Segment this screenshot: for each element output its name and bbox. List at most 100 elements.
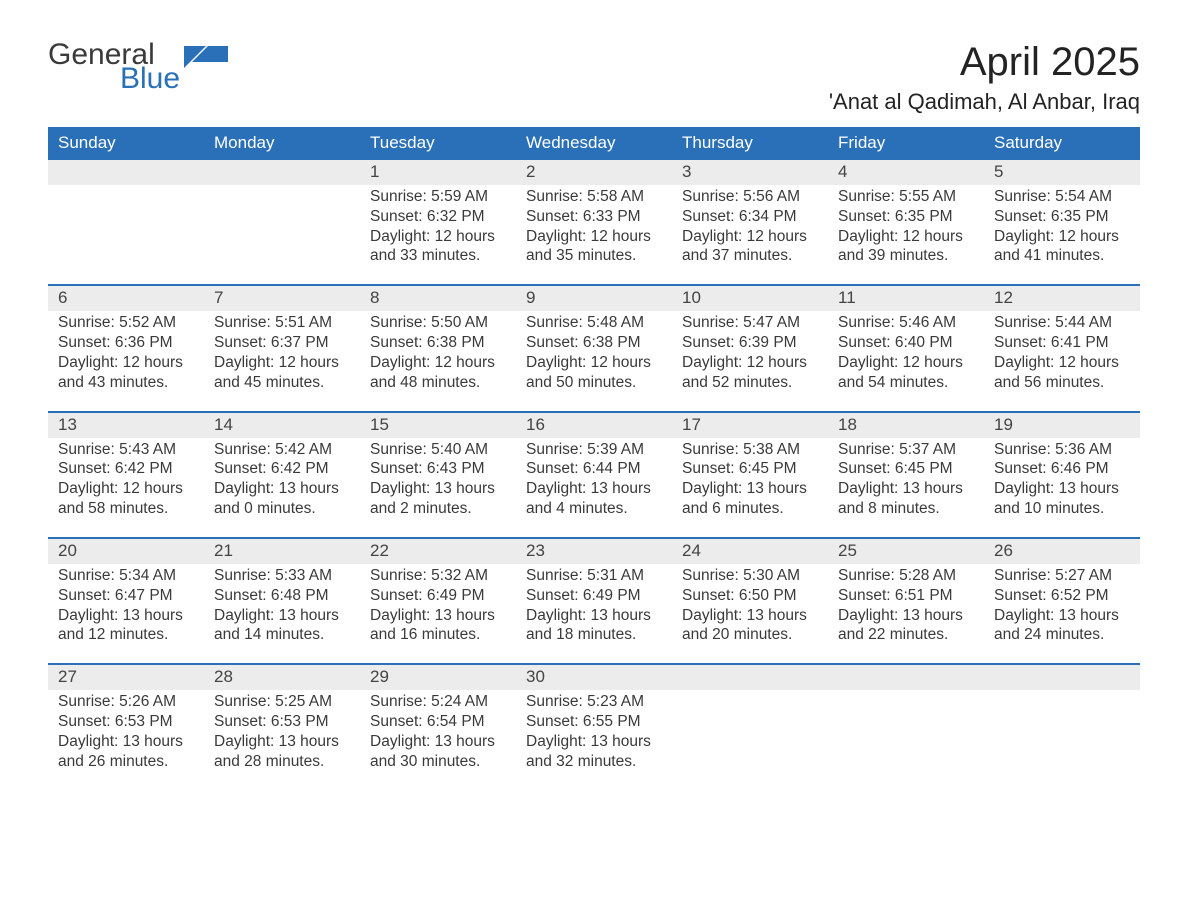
day-number: 7 [204, 286, 360, 311]
sunrise-text: Sunrise: 5:39 AM [526, 440, 662, 460]
day-number [204, 160, 360, 185]
daylight-line2: and 43 minutes. [58, 373, 194, 393]
day-details: Sunrise: 5:47 AMSunset: 6:39 PMDaylight:… [672, 311, 828, 392]
daylight-line2: and 50 minutes. [526, 373, 662, 393]
sunrise-text: Sunrise: 5:23 AM [526, 692, 662, 712]
sunset-text: Sunset: 6:38 PM [526, 333, 662, 353]
daylight-line1: Daylight: 13 hours [214, 606, 350, 626]
flag-icon [184, 46, 228, 78]
sunset-text: Sunset: 6:45 PM [838, 459, 974, 479]
sunset-text: Sunset: 6:49 PM [370, 586, 506, 606]
sunset-text: Sunset: 6:36 PM [58, 333, 194, 353]
day-number: 16 [516, 413, 672, 438]
daylight-line1: Daylight: 13 hours [370, 732, 506, 752]
sunset-text: Sunset: 6:34 PM [682, 207, 818, 227]
day-number: 17 [672, 413, 828, 438]
day-details: Sunrise: 5:38 AMSunset: 6:45 PMDaylight:… [672, 438, 828, 519]
daylight-line1: Daylight: 13 hours [994, 479, 1130, 499]
sunrise-text: Sunrise: 5:59 AM [370, 187, 506, 207]
calendar-day [672, 665, 828, 789]
day-number: 10 [672, 286, 828, 311]
title-block: April 2025 'Anat al Qadimah, Al Anbar, I… [829, 40, 1140, 115]
day-details: Sunrise: 5:40 AMSunset: 6:43 PMDaylight:… [360, 438, 516, 519]
day-number: 29 [360, 665, 516, 690]
day-number: 3 [672, 160, 828, 185]
day-number: 2 [516, 160, 672, 185]
day-number: 15 [360, 413, 516, 438]
daylight-line2: and 18 minutes. [526, 625, 662, 645]
daylight-line1: Daylight: 13 hours [994, 606, 1130, 626]
sunset-text: Sunset: 6:33 PM [526, 207, 662, 227]
weeks-container: 1Sunrise: 5:59 AMSunset: 6:32 PMDaylight… [48, 160, 1140, 790]
daylight-line1: Daylight: 12 hours [838, 227, 974, 247]
day-details: Sunrise: 5:51 AMSunset: 6:37 PMDaylight:… [204, 311, 360, 392]
week-row: 27Sunrise: 5:26 AMSunset: 6:53 PMDayligh… [48, 663, 1140, 789]
daylight-line2: and 33 minutes. [370, 246, 506, 266]
day-details: Sunrise: 5:34 AMSunset: 6:47 PMDaylight:… [48, 564, 204, 645]
sunrise-text: Sunrise: 5:36 AM [994, 440, 1130, 460]
day-number: 13 [48, 413, 204, 438]
calendar-day [48, 160, 204, 284]
weekday-header: Wednesday [516, 127, 672, 160]
day-details: Sunrise: 5:33 AMSunset: 6:48 PMDaylight:… [204, 564, 360, 645]
sunset-text: Sunset: 6:42 PM [58, 459, 194, 479]
day-details: Sunrise: 5:46 AMSunset: 6:40 PMDaylight:… [828, 311, 984, 392]
day-details: Sunrise: 5:24 AMSunset: 6:54 PMDaylight:… [360, 690, 516, 771]
calendar-grid: Sunday Monday Tuesday Wednesday Thursday… [48, 127, 1140, 790]
daylight-line1: Daylight: 12 hours [994, 353, 1130, 373]
day-details: Sunrise: 5:48 AMSunset: 6:38 PMDaylight:… [516, 311, 672, 392]
daylight-line1: Daylight: 13 hours [838, 479, 974, 499]
day-details: Sunrise: 5:52 AMSunset: 6:36 PMDaylight:… [48, 311, 204, 392]
calendar-page: General Blue April 2025 'Anat al Qadimah… [0, 0, 1188, 810]
sunrise-text: Sunrise: 5:44 AM [994, 313, 1130, 333]
daylight-line1: Daylight: 13 hours [526, 606, 662, 626]
daylight-line2: and 48 minutes. [370, 373, 506, 393]
sunset-text: Sunset: 6:41 PM [994, 333, 1130, 353]
weekday-header: Thursday [672, 127, 828, 160]
sunset-text: Sunset: 6:46 PM [994, 459, 1130, 479]
day-details: Sunrise: 5:25 AMSunset: 6:53 PMDaylight:… [204, 690, 360, 771]
day-details: Sunrise: 5:55 AMSunset: 6:35 PMDaylight:… [828, 185, 984, 266]
day-details: Sunrise: 5:50 AMSunset: 6:38 PMDaylight:… [360, 311, 516, 392]
week-row: 6Sunrise: 5:52 AMSunset: 6:36 PMDaylight… [48, 284, 1140, 410]
calendar-day: 21Sunrise: 5:33 AMSunset: 6:48 PMDayligh… [204, 539, 360, 663]
day-details: Sunrise: 5:32 AMSunset: 6:49 PMDaylight:… [360, 564, 516, 645]
daylight-line1: Daylight: 12 hours [370, 353, 506, 373]
calendar-day: 26Sunrise: 5:27 AMSunset: 6:52 PMDayligh… [984, 539, 1140, 663]
calendar-day: 6Sunrise: 5:52 AMSunset: 6:36 PMDaylight… [48, 286, 204, 410]
daylight-line2: and 4 minutes. [526, 499, 662, 519]
daylight-line1: Daylight: 13 hours [370, 606, 506, 626]
daylight-line1: Daylight: 12 hours [682, 227, 818, 247]
sunrise-text: Sunrise: 5:25 AM [214, 692, 350, 712]
day-details: Sunrise: 5:43 AMSunset: 6:42 PMDaylight:… [48, 438, 204, 519]
calendar-day: 27Sunrise: 5:26 AMSunset: 6:53 PMDayligh… [48, 665, 204, 789]
daylight-line2: and 20 minutes. [682, 625, 818, 645]
sunrise-text: Sunrise: 5:30 AM [682, 566, 818, 586]
sunrise-text: Sunrise: 5:56 AM [682, 187, 818, 207]
day-number: 25 [828, 539, 984, 564]
day-number: 22 [360, 539, 516, 564]
week-row: 1Sunrise: 5:59 AMSunset: 6:32 PMDaylight… [48, 160, 1140, 284]
calendar-day: 17Sunrise: 5:38 AMSunset: 6:45 PMDayligh… [672, 413, 828, 537]
day-details: Sunrise: 5:36 AMSunset: 6:46 PMDaylight:… [984, 438, 1140, 519]
calendar-day: 12Sunrise: 5:44 AMSunset: 6:41 PMDayligh… [984, 286, 1140, 410]
daylight-line2: and 22 minutes. [838, 625, 974, 645]
day-number: 1 [360, 160, 516, 185]
page-header: General Blue April 2025 'Anat al Qadimah… [48, 40, 1140, 115]
day-number: 19 [984, 413, 1140, 438]
calendar-day: 9Sunrise: 5:48 AMSunset: 6:38 PMDaylight… [516, 286, 672, 410]
sunrise-text: Sunrise: 5:32 AM [370, 566, 506, 586]
day-number: 9 [516, 286, 672, 311]
week-row: 20Sunrise: 5:34 AMSunset: 6:47 PMDayligh… [48, 537, 1140, 663]
sunrise-text: Sunrise: 5:51 AM [214, 313, 350, 333]
sunset-text: Sunset: 6:51 PM [838, 586, 974, 606]
day-details: Sunrise: 5:30 AMSunset: 6:50 PMDaylight:… [672, 564, 828, 645]
sunset-text: Sunset: 6:38 PM [370, 333, 506, 353]
daylight-line2: and 8 minutes. [838, 499, 974, 519]
sunset-text: Sunset: 6:35 PM [994, 207, 1130, 227]
week-row: 13Sunrise: 5:43 AMSunset: 6:42 PMDayligh… [48, 411, 1140, 537]
daylight-line1: Daylight: 13 hours [526, 732, 662, 752]
sunrise-text: Sunrise: 5:50 AM [370, 313, 506, 333]
calendar-day: 8Sunrise: 5:50 AMSunset: 6:38 PMDaylight… [360, 286, 516, 410]
calendar-day: 5Sunrise: 5:54 AMSunset: 6:35 PMDaylight… [984, 160, 1140, 284]
